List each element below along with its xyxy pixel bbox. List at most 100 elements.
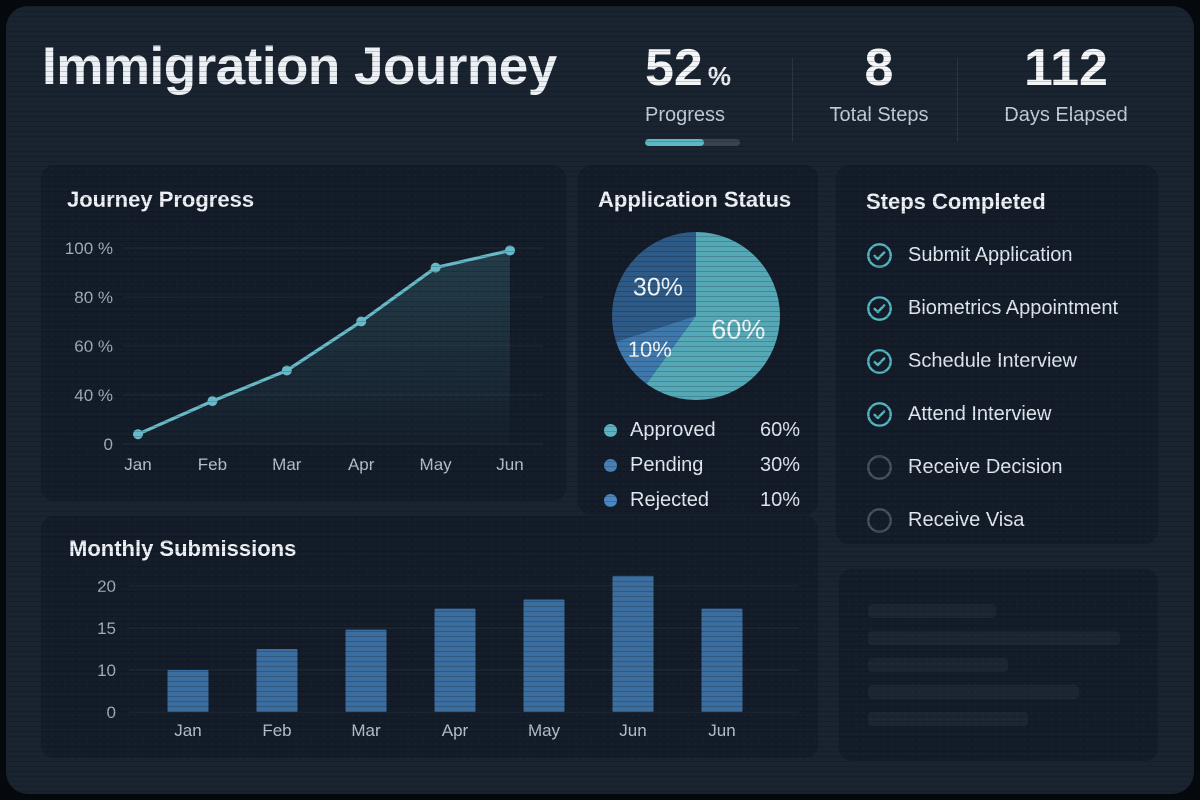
legend-dot [604, 494, 617, 507]
legend-dot [604, 424, 617, 437]
step-item-receive-decision[interactable]: Receive Decision [866, 441, 1144, 494]
step-item-attend-interview[interactable]: Attend Interview [866, 388, 1144, 441]
y-tick-label: 10 [97, 661, 116, 680]
x-tick-label: Mar [351, 721, 381, 740]
step-label: Attend Interview [908, 403, 1052, 425]
skeleton-line [868, 658, 1009, 672]
bar-jun-6 [701, 608, 743, 712]
line-series [136, 248, 512, 436]
days-elapsed-value: 112 [1024, 39, 1108, 97]
line-point-mar [281, 365, 292, 376]
step-item-receive-visa[interactable]: Receive Visa [866, 494, 1144, 547]
skeleton-line [868, 712, 1028, 726]
y-tick-label: 15 [97, 619, 116, 638]
skeleton-line [868, 604, 996, 618]
legend-label: Pending [630, 454, 704, 476]
legend-dot [604, 459, 617, 472]
step-item-biometrics-appointment[interactable]: Biometrics Appointment [866, 282, 1144, 335]
stat-progress: 52% Progress [645, 42, 740, 146]
step-label: Receive Visa [908, 509, 1025, 531]
empty-circle-icon [867, 455, 892, 480]
bar-feb-1 [256, 649, 298, 712]
y-tick-label: 0 [107, 703, 116, 722]
total-steps-value: 8 [864, 39, 894, 97]
step-item-schedule-interview[interactable]: Schedule Interview [866, 335, 1144, 388]
x-tick-label: Jan [174, 721, 201, 740]
pie-slice-label-rejected: 10% [627, 336, 672, 362]
x-tick-label: Feb [198, 455, 227, 474]
stat-divider [792, 58, 793, 142]
total-steps-label: Total Steps [829, 104, 929, 126]
placeholder-card [838, 568, 1159, 762]
line-point-jun [505, 245, 515, 256]
bar-jan-0 [167, 670, 209, 712]
bar-jun-5 [612, 575, 654, 712]
x-tick-label: Apr [442, 721, 469, 740]
check-circle-icon [867, 349, 892, 374]
x-tick-label: Jun [619, 721, 646, 740]
y-tick-label: 100 % [65, 239, 113, 258]
status-legend: Approved 60% Pending 30% Rejected 10% [604, 413, 800, 518]
empty-circle-icon [867, 508, 892, 533]
line-point-jan [133, 429, 143, 440]
legend-label: Rejected [630, 489, 709, 511]
x-tick-label: Feb [262, 721, 291, 740]
application-status-title: Application Status [598, 187, 792, 212]
pie-slice-label-pending: 30% [632, 273, 683, 302]
step-label: Receive Decision [908, 456, 1063, 478]
monthly-submissions-title: Monthly Submissions [69, 536, 297, 561]
legend-item-pending[interactable]: Pending 30% [604, 448, 800, 483]
journey-progress-title: Journey Progress [67, 187, 255, 212]
step-label: Submit Application [908, 244, 1073, 266]
legend-label: Approved [630, 419, 716, 441]
x-tick-label: Apr [348, 455, 375, 474]
days-elapsed-label: Days Elapsed [1004, 104, 1128, 126]
x-tick-label: Jun [708, 721, 735, 740]
y-tick-label: 0 [104, 435, 113, 454]
legend-item-approved[interactable]: Approved 60% [604, 413, 800, 448]
monthly-bar-chart: 20 15 10 0 Jan Feb Mar Apr May Jun Jun [97, 575, 799, 740]
journey-progress-card: Journey Progress 100 % 80 % 60 % 40 % 0 Jan Fe… [40, 164, 567, 502]
legend-item-rejected[interactable]: Rejected 10% [604, 483, 800, 518]
steps-list: Submit Application Biometrics Appointment… [866, 229, 1144, 547]
progress-label: Progress [645, 104, 726, 126]
legend-value: 10% [759, 489, 800, 511]
step-label: Biometrics Appointment [908, 297, 1119, 319]
stat-total-steps: 8 Total Steps [804, 42, 954, 127]
stat-days-elapsed: 112 Days Elapsed [991, 42, 1141, 127]
x-tick-label: May [420, 455, 453, 474]
bar-may-4 [523, 599, 565, 712]
y-tick-label: 40 % [74, 386, 113, 405]
legend-value: 30% [759, 454, 800, 476]
journey-line-chart: 100 % 80 % 60 % 40 % 0 Jan Feb Mar Apr May Jun [65, 239, 543, 474]
step-label: Schedule Interview [908, 350, 1077, 372]
dashboard-panel: Immigration Journey 52% Progress 8 Total… [6, 6, 1194, 794]
line-point-feb [207, 396, 218, 407]
legend-value: 60% [759, 419, 800, 441]
stat-divider [957, 58, 958, 142]
y-tick-label: 80 % [74, 288, 113, 307]
progress-bar [645, 139, 740, 146]
monthly-submissions-card: Monthly Submissions 20 15 10 0 Jan Feb Mar Apr M… [40, 515, 819, 759]
steps-completed-title: Steps Completed [866, 189, 1046, 214]
progress-bar-fill [645, 139, 704, 146]
progress-value: 52% [645, 39, 731, 97]
steps-completed-card: Steps Completed Submit Application Biomet… [835, 164, 1159, 545]
page-title: Immigration Journey [42, 37, 557, 96]
application-status-card: Application Status 60% 30% 10% Approved 60%… [577, 164, 819, 516]
x-tick-label: Jan [124, 455, 151, 474]
y-tick-label: 20 [97, 577, 116, 596]
check-circle-icon [867, 243, 892, 268]
pie-slice-label-approved: 60% [711, 314, 766, 345]
step-item-submit-application[interactable]: Submit Application [866, 229, 1144, 282]
x-tick-label: May [528, 721, 561, 740]
skeleton-line [868, 685, 1079, 699]
line-point-apr [356, 316, 367, 327]
progress-unit: % [707, 61, 731, 91]
check-circle-icon [867, 402, 892, 427]
check-circle-icon [867, 296, 892, 321]
x-tick-label: Jun [496, 455, 523, 474]
bar-mar-2 [345, 629, 387, 712]
line-point-may [430, 262, 441, 273]
